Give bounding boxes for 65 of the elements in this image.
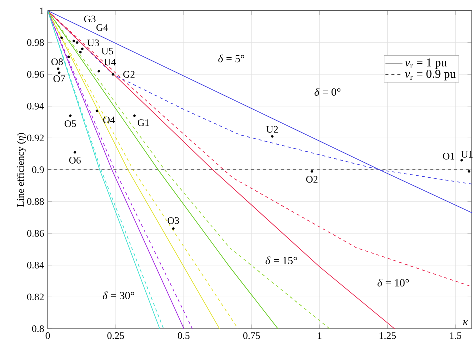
x-tick-label: 0.75	[244, 332, 260, 340]
x-tick-label: 1.25	[380, 332, 396, 340]
line-series	[48, 10, 279, 330]
annotation: G4	[96, 24, 108, 32]
point	[96, 110, 98, 112]
y-tick-label: 0.88	[27, 198, 44, 206]
point	[172, 228, 175, 230]
line-series	[48, 10, 330, 330]
y-tick-label: 0.96	[27, 71, 44, 78]
annotation: δ = 30°	[103, 292, 134, 300]
y-tick-label: 1	[40, 8, 44, 14]
x-tick-label: 0.25	[108, 332, 124, 340]
y-axis-title: Line efficiency (η)	[17, 133, 26, 207]
y-tick-label: 0.86	[27, 230, 44, 237]
annotation: G1	[138, 120, 150, 126]
point	[460, 159, 464, 162]
annotation: U3	[88, 40, 100, 46]
annotation: δ = 15°	[266, 256, 298, 265]
annotation: U4	[104, 59, 116, 66]
point	[72, 40, 76, 42]
point	[133, 114, 136, 118]
point	[58, 72, 61, 74]
annotation: δ = 10°	[378, 279, 410, 287]
annotation: O3	[168, 217, 180, 224]
point	[57, 68, 60, 70]
annotation: G2	[124, 71, 135, 78]
x-axis-title: κ	[463, 320, 468, 326]
annotation: U1	[461, 151, 473, 158]
legend-label: v$_{r}$ = 1 pu	[405, 58, 447, 70]
point	[68, 56, 70, 58]
y-tick-label: 0.8	[32, 326, 44, 332]
point	[310, 170, 314, 173]
point	[79, 51, 82, 54]
annotation: O5	[64, 120, 76, 128]
point	[98, 70, 100, 73]
annotation: U2	[266, 126, 278, 133]
annotation: O6	[70, 157, 81, 164]
y-tick-label: 0.92	[27, 134, 44, 142]
point	[81, 48, 84, 50]
y-tick-label: 0.98	[27, 39, 44, 46]
y-tick-label: 0.9	[32, 166, 44, 174]
legend-label: v$_{r}$ = 0.9 pu	[405, 70, 456, 81]
annotation: δ = 5°	[218, 54, 244, 63]
annotation: O2	[306, 176, 318, 183]
annotation: O7	[54, 76, 66, 82]
point	[60, 36, 64, 40]
annotation: O8	[52, 58, 64, 66]
x-tick-label: 0.5	[178, 332, 190, 340]
point	[468, 170, 471, 173]
y-tick-label: 0.94	[27, 103, 44, 110]
x-tick-label: 1.5	[450, 332, 462, 340]
annotation: δ = 0°	[314, 88, 341, 96]
y-tick-label: 0.82	[27, 294, 44, 301]
annotation: O4	[104, 116, 116, 124]
annotation: U5	[102, 48, 114, 55]
point	[69, 114, 72, 118]
point	[74, 151, 76, 154]
x-tick-label: 1	[318, 332, 322, 340]
annotation: O1	[443, 153, 454, 160]
point	[76, 42, 79, 44]
point	[112, 73, 115, 76]
y-tick-label: 0.84	[27, 262, 44, 269]
point	[271, 135, 274, 138]
x-tick-label: 0	[46, 332, 50, 340]
annotation: G3	[84, 16, 96, 23]
